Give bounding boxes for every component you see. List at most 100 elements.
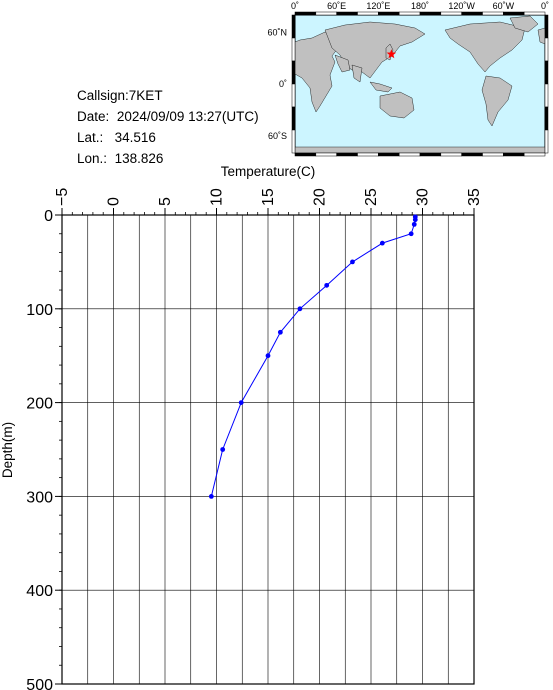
map-frame-segment — [357, 152, 379, 157]
map-lon-label: 120˚W — [448, 1, 475, 11]
map-frame-segment — [482, 152, 504, 157]
temperature-profile-line — [210, 216, 416, 497]
map-frame-segment — [336, 152, 358, 157]
landmass-australia — [379, 91, 415, 119]
map-lon-label: 180˚ — [411, 1, 429, 11]
y-tick-label: 500 — [26, 677, 53, 690]
map-landmasses — [294, 15, 546, 154]
map-frame-segment — [291, 14, 296, 39]
map-latitude-labels: 60˚N 0˚ 60˚S — [267, 27, 287, 141]
data-point — [220, 447, 226, 452]
map-frame-segment — [544, 106, 549, 131]
data-point — [350, 259, 355, 265]
map-lon-label: 120˚E — [366, 1, 390, 11]
temperature-profile-points — [208, 214, 418, 499]
landmass-north-america — [444, 21, 526, 73]
data-point — [297, 306, 303, 312]
map-frame-segment — [294, 152, 317, 157]
data-point — [265, 353, 271, 359]
map-frame-segment — [419, 152, 442, 157]
landmass-indonesia — [369, 81, 393, 93]
y-axis-title: Depth(m) — [0, 422, 15, 478]
callsign-label: Callsign: — [77, 88, 129, 103]
map-frame-segment — [523, 11, 546, 16]
plot-frame — [61, 214, 475, 685]
x-axis-title: Temperature(C) — [221, 164, 316, 179]
map-frame-segment — [291, 83, 296, 108]
map-frame-segment — [398, 152, 421, 157]
map-lon-label: 60˚W — [493, 1, 515, 11]
y-axis-ticks: 0 100 200 300 400 500 — [26, 208, 62, 690]
map-frame-segment — [378, 152, 400, 157]
y-tick-label: 200 — [26, 396, 53, 413]
chart-minor-ticks — [59, 212, 475, 685]
map-frame-segment — [503, 152, 525, 157]
x-tick-label: 10 — [209, 188, 226, 206]
callsign-line: Callsign:7KET — [62, 73, 163, 118]
lat-value: 34.516 — [114, 130, 156, 145]
data-point — [324, 282, 330, 288]
y-tick-label: 400 — [26, 583, 53, 600]
map-lat-label: 0˚ — [279, 79, 287, 89]
x-tick-label: 5 — [157, 197, 174, 206]
map-frame-segment — [440, 11, 462, 16]
map-frame-segment — [461, 11, 483, 16]
y-tick-label: 100 — [26, 302, 53, 319]
landmass-arabia-india — [334, 54, 363, 83]
x-tick-label: 35 — [466, 188, 483, 206]
map-frame-segment — [482, 11, 504, 16]
x-tick-label: −5 — [54, 188, 71, 206]
x-tick-label: 15 — [260, 188, 277, 206]
world-map: 0˚ 60˚E 120˚E 180˚ 120˚W 60˚W 0˚ 60˚N 0˚ 60˚S — [267, 1, 549, 157]
x-axis-ticks: −5 0 5 10 15 20 25 30 35 — [54, 188, 483, 215]
map-lon-label: 60˚E — [327, 1, 346, 11]
temperature-depth-chart: Temperature(C) Depth(m) −5 0 5 10 15 20 25 30 35… — [0, 164, 483, 690]
map-frame-segment — [315, 152, 337, 157]
map-frame-segment — [336, 11, 358, 16]
map-lat-label: 60˚N — [267, 27, 287, 37]
landmass-south-america — [481, 75, 513, 127]
map-lon-label: 0˚ — [541, 1, 549, 11]
map-lon-label: 0˚ — [291, 1, 299, 11]
map-frame-segment — [291, 60, 296, 85]
map-frame-segment — [419, 11, 442, 16]
y-tick-label: 300 — [26, 489, 53, 506]
location-marker-icon — [386, 49, 397, 59]
data-point — [208, 494, 214, 499]
x-tick-label: 25 — [363, 188, 380, 206]
map-frame-segment — [315, 11, 337, 16]
data-point — [412, 217, 418, 223]
map-frame-segment — [294, 11, 317, 16]
x-tick-label: 20 — [312, 188, 329, 206]
map-frame-segment — [398, 11, 421, 16]
map-frame-segment — [378, 11, 400, 16]
data-point — [238, 400, 244, 405]
landmass-greenland — [509, 15, 539, 33]
map-longitude-labels: 0˚ 60˚E 120˚E 180˚ 120˚W 60˚W 0˚ — [291, 1, 549, 11]
lon-value: 138.826 — [114, 151, 164, 166]
map-frame-segment — [291, 106, 296, 131]
date-label: Date: — [77, 109, 110, 124]
data-point — [408, 231, 414, 237]
data-point — [277, 329, 283, 335]
data-point — [411, 221, 417, 227]
lat-line: Lat.: 34.516 — [62, 115, 156, 160]
date-value: 2024/09/09 13:27(UTC) — [116, 109, 259, 124]
x-tick-label: 30 — [415, 188, 432, 206]
map-frame-segment — [291, 129, 296, 154]
map-frame-segment — [523, 152, 546, 157]
map-frame-segment — [357, 11, 379, 16]
map-frame-segment — [544, 83, 549, 108]
data-point — [379, 240, 385, 246]
map-frame-segment — [461, 152, 483, 157]
map-frame-segment — [544, 14, 549, 39]
date-line: Date: 2024/09/09 13:27(UTC) — [62, 94, 259, 139]
map-lat-label: 60˚S — [268, 131, 287, 141]
landmass-africa-europe — [294, 31, 339, 113]
map-frame-segment — [440, 152, 462, 157]
x-tick-label: 0 — [106, 197, 123, 206]
map-frame-segment — [544, 37, 549, 62]
map-frame-segment — [503, 11, 525, 16]
lon-label: Lon.: — [77, 151, 108, 166]
